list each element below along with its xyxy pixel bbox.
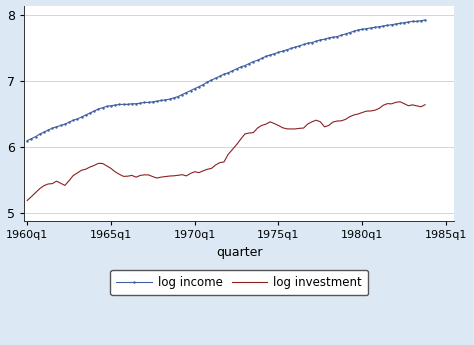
log income: [24, 139, 30, 143]
log income: [389, 23, 394, 27]
log investment: [397, 100, 403, 104]
log investment: [24, 198, 30, 203]
log investment: [137, 174, 143, 178]
log investment: [422, 102, 428, 107]
X-axis label: quarter: quarter: [216, 246, 263, 259]
Line: log income: log income: [26, 19, 426, 142]
Legend: log income, log investment: log income, log investment: [110, 270, 368, 295]
log investment: [225, 152, 231, 156]
log investment: [389, 102, 394, 106]
log investment: [196, 170, 202, 175]
log investment: [238, 137, 244, 141]
Line: log investment: log investment: [27, 102, 425, 200]
log investment: [79, 168, 84, 172]
log income: [238, 65, 244, 69]
log income: [137, 101, 143, 105]
log income: [196, 85, 202, 89]
log income: [225, 71, 231, 75]
log income: [79, 115, 84, 119]
log income: [422, 18, 428, 22]
